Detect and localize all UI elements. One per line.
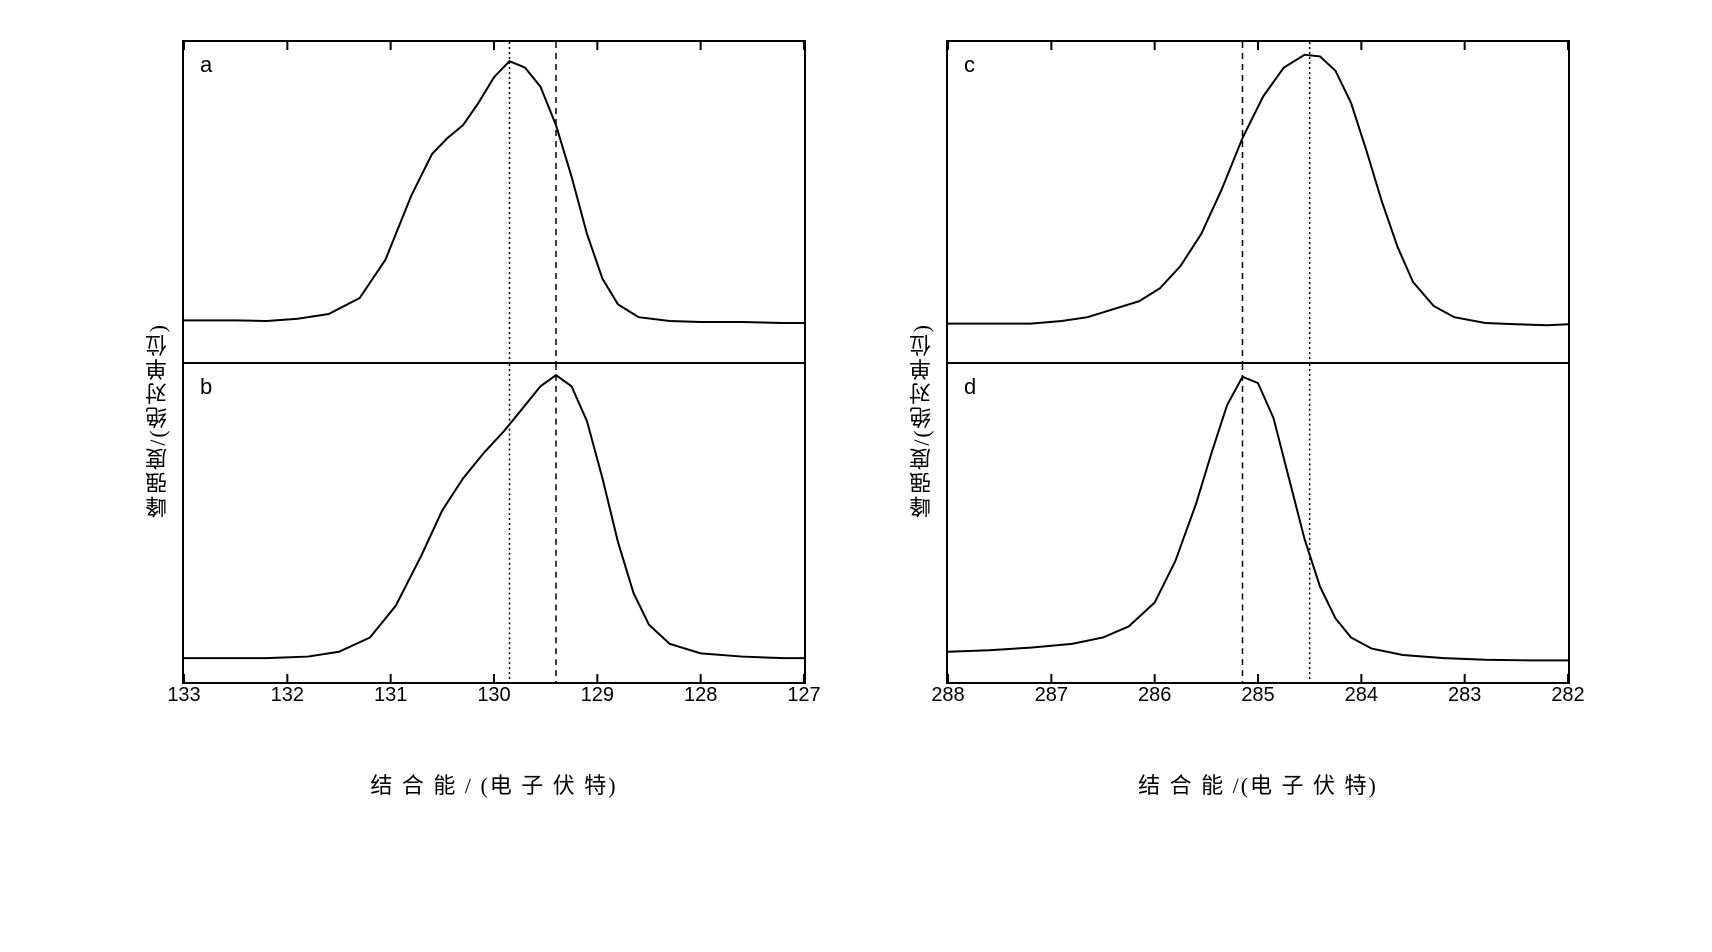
left-x-axis-label: 结 合 能 / (电 子 伏 特) bbox=[370, 768, 617, 800]
panel-label: c bbox=[964, 52, 975, 78]
x-tick-label: 283 bbox=[1448, 684, 1481, 707]
x-tick-label: 287 bbox=[1035, 684, 1068, 707]
right-chart-column: cd 288287286285284283282 结 合 能 /(电 子 伏 特… bbox=[946, 40, 1570, 800]
panel-label: d bbox=[964, 374, 976, 400]
right-panel-stack: cd bbox=[946, 40, 1570, 684]
left-y-axis-label: 峰强度/(绝对单位) bbox=[142, 323, 174, 518]
left-chart-column: ab 133132131130129128127 结 合 能 / (电 子 伏 … bbox=[182, 40, 806, 800]
panel-label: a bbox=[200, 52, 212, 78]
x-tick-label: 284 bbox=[1345, 684, 1378, 707]
right-x-axis-label: 结 合 能 /(电 子 伏 特) bbox=[1138, 768, 1378, 800]
spectrum-curve bbox=[184, 61, 804, 323]
right-y-axis-label: 峰强度/(绝对单位) bbox=[906, 323, 938, 518]
left-chart-group: 峰强度/(绝对单位) ab 133132131130129128127 结 合 … bbox=[142, 40, 806, 800]
panel-label: b bbox=[200, 374, 212, 400]
x-tick-label: 282 bbox=[1551, 684, 1584, 707]
x-tick-label: 132 bbox=[271, 684, 304, 707]
x-tick-label: 129 bbox=[581, 684, 614, 707]
spectrum-curve bbox=[948, 55, 1568, 325]
left-panel-stack: ab bbox=[182, 40, 806, 684]
spectrum-curve bbox=[948, 377, 1568, 661]
chart-panel-a: a bbox=[184, 42, 804, 362]
x-tick-label: 127 bbox=[787, 684, 820, 707]
x-tick-label: 131 bbox=[374, 684, 407, 707]
x-tick-label: 286 bbox=[1138, 684, 1171, 707]
x-tick-label: 288 bbox=[931, 684, 964, 707]
x-tick-label: 285 bbox=[1241, 684, 1274, 707]
spectrum-curve bbox=[184, 375, 804, 658]
x-tick-label: 130 bbox=[477, 684, 510, 707]
chart-panel-d: d bbox=[948, 362, 1568, 682]
left-x-axis: 133132131130129128127 bbox=[184, 684, 804, 724]
chart-panel-c: c bbox=[948, 42, 1568, 362]
right-chart-group: 峰强度/(绝对单位) cd 288287286285284283282 结 合 … bbox=[906, 40, 1570, 800]
x-tick-label: 128 bbox=[684, 684, 717, 707]
chart-panel-b: b bbox=[184, 362, 804, 682]
x-tick-label: 133 bbox=[167, 684, 200, 707]
right-x-axis: 288287286285284283282 bbox=[948, 684, 1568, 724]
